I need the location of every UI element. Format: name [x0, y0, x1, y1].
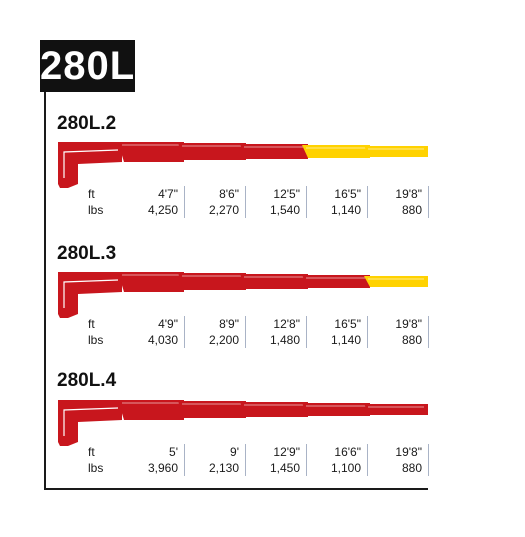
capacity-lbs-value: 1,140 — [330, 333, 361, 347]
crane-boom-diagram — [58, 142, 428, 188]
reach-ft-value: 8'6" — [219, 187, 239, 201]
reach-column: 19'8" 880 — [373, 316, 429, 348]
crane-column-detail — [63, 149, 119, 178]
crane-column-detail — [63, 407, 119, 436]
reach-column: 16'5" 1,140 — [312, 316, 368, 348]
reach-column: 4'9" 4,030 — [129, 316, 185, 348]
boom-section — [240, 144, 308, 159]
reach-column: 4'7" 4,250 — [129, 186, 185, 218]
reach-column: 12'5" 1,540 — [251, 186, 307, 218]
reach-column: 5' 3,960 — [129, 444, 185, 476]
model-title: 280L.4 — [57, 370, 117, 391]
reach-column: 16'5" 1,140 — [312, 186, 368, 218]
unit-ft-label: ft — [88, 187, 95, 201]
unit-lbs-label: lbs — [88, 333, 104, 347]
boom-section — [302, 403, 370, 416]
capacity-lbs-value: 2,270 — [208, 203, 239, 217]
reach-ft-value: 4'9" — [158, 317, 178, 331]
reach-ft-value: 19'8" — [395, 445, 422, 459]
units-labels: ft lbs — [88, 186, 128, 218]
reach-column: 19'8" 880 — [373, 186, 429, 218]
boom-section — [364, 404, 428, 415]
capacity-lbs-value: 4,030 — [147, 333, 178, 347]
unit-lbs-label: lbs — [88, 203, 104, 217]
boom-section — [118, 400, 184, 420]
capacity-lbs-value: 1,480 — [269, 333, 300, 347]
reach-ft-value: 19'8" — [395, 187, 422, 201]
boom-section — [364, 276, 428, 287]
crane-boom-diagram — [58, 272, 428, 318]
reach-ft-value: 5' — [169, 445, 178, 459]
capacity-lbs-value: 880 — [401, 333, 422, 347]
unit-ft-label: ft — [88, 445, 95, 459]
capacity-lbs-value: 880 — [401, 203, 422, 217]
crane-column — [58, 142, 122, 188]
reach-column: 9' 2,130 — [190, 444, 246, 476]
boom-section — [240, 274, 308, 289]
crane-column — [58, 272, 122, 318]
boom-section — [302, 145, 370, 158]
reach-column: 8'9" 2,200 — [190, 316, 246, 348]
boom-section — [178, 143, 246, 160]
reach-ft-value: 12'8" — [273, 317, 300, 331]
reach-ft-value: 12'9" — [273, 445, 300, 459]
reach-column: 12'8" 1,480 — [251, 316, 307, 348]
boom-section — [302, 275, 370, 288]
reach-ft-value: 19'8" — [395, 317, 422, 331]
units-labels: ft lbs — [88, 444, 128, 476]
reach-column: 8'6" 2,270 — [190, 186, 246, 218]
page-title-badge: 280L — [40, 40, 135, 92]
crane-boom-diagram — [58, 400, 428, 446]
unit-ft-label: ft — [88, 317, 95, 331]
capacity-lbs-value: 880 — [401, 461, 422, 475]
reach-column: 19'8" 880 — [373, 444, 429, 476]
capacity-lbs-value: 1,450 — [269, 461, 300, 475]
capacity-lbs-value: 4,250 — [147, 203, 178, 217]
model-title: 280L.3 — [57, 243, 117, 264]
capacity-lbs-value: 2,130 — [208, 461, 239, 475]
capacity-lbs-value: 1,100 — [330, 461, 361, 475]
boom-section — [364, 146, 428, 157]
boom-section — [118, 142, 184, 162]
reach-ft-value: 12'5" — [273, 187, 300, 201]
reach-ft-value: 8'9" — [219, 317, 239, 331]
capacity-lbs-value: 3,960 — [147, 461, 178, 475]
capacity-lbs-value: 1,540 — [269, 203, 300, 217]
reach-ft-value: 16'5" — [334, 187, 361, 201]
reach-ft-value: 16'5" — [334, 317, 361, 331]
boom-section — [178, 401, 246, 418]
model-title: 280L.2 — [57, 113, 117, 134]
unit-lbs-label: lbs — [88, 461, 104, 475]
capacity-lbs-value: 1,140 — [330, 203, 361, 217]
capacity-lbs-value: 2,200 — [208, 333, 239, 347]
chart-frame — [44, 40, 428, 490]
boom-section — [118, 272, 184, 292]
reach-column: 16'6" 1,100 — [312, 444, 368, 476]
boom-section — [240, 402, 308, 417]
reach-ft-value: 9' — [230, 445, 239, 459]
crane-column-detail — [63, 279, 119, 308]
units-labels: ft lbs — [88, 316, 128, 348]
crane-column — [58, 400, 122, 446]
boom-section — [178, 273, 246, 290]
reach-ft-value: 16'6" — [334, 445, 361, 459]
reach-column: 12'9" 1,450 — [251, 444, 307, 476]
reach-ft-value: 4'7" — [158, 187, 178, 201]
